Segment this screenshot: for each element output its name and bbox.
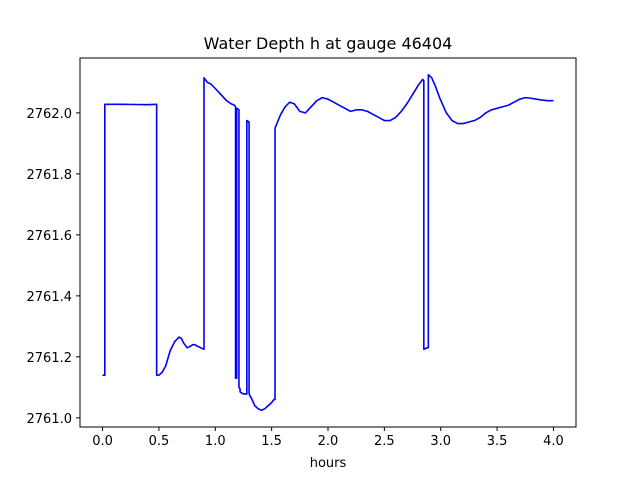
x-tick-label: 1.0 — [205, 434, 226, 449]
x-axis-label: hours — [310, 456, 347, 471]
y-tick-label: 2761.6 — [27, 229, 73, 244]
x-tick-label: 2.0 — [318, 434, 339, 449]
x-tick-label: 0.5 — [149, 434, 170, 449]
y-axis-ticks: 2761.0 2761.2 2761.4 2761.6 2761.8 2762.0 — [27, 107, 80, 427]
y-tick-label: 2762.0 — [27, 107, 73, 122]
x-tick-label: 2.5 — [374, 434, 395, 449]
y-tick-label: 2761.8 — [27, 168, 73, 183]
series-line-0 — [102, 73, 554, 412]
x-tick-label: 3.5 — [487, 434, 508, 449]
x-axis-ticks: 0.0 0.5 1.0 1.5 2.0 2.5 3.0 3.5 4.0 — [92, 427, 564, 449]
y-tick-label: 2761.0 — [27, 412, 73, 427]
plot-area — [102, 73, 554, 412]
y-tick-label: 2761.2 — [27, 351, 73, 366]
axes-frame — [79, 57, 577, 428]
x-tick-label: 3.0 — [430, 434, 451, 449]
x-tick-label: 1.5 — [261, 434, 282, 449]
chart-title: Water Depth h at gauge 46404 — [204, 34, 453, 53]
y-tick-label: 2761.4 — [27, 290, 73, 305]
x-tick-label: 4.0 — [543, 434, 564, 449]
x-tick-label: 0.0 — [92, 434, 113, 449]
